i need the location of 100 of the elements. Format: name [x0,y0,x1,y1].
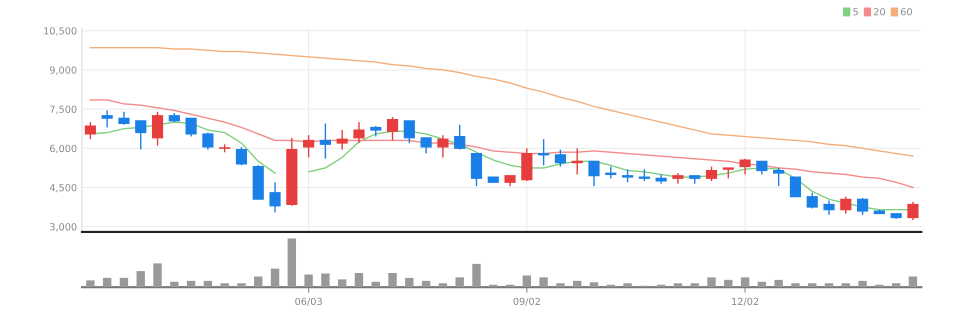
candlestick [773,167,784,187]
line-series [90,47,914,157]
x-tick-label: 09/02 [513,298,540,306]
candlestick [605,166,616,180]
candlestick [386,116,398,142]
candlestick [202,132,214,150]
candlestick [790,176,802,198]
bar [456,277,464,288]
bar [522,275,532,288]
bar [170,282,179,288]
bar [321,274,330,288]
bar [808,283,816,288]
bar [724,280,732,288]
bar [102,278,112,288]
bar [86,280,95,288]
bar [606,284,615,288]
candlestick [370,125,382,138]
bar [690,283,699,288]
candlestick [353,121,365,144]
bar [892,283,900,288]
bar [186,280,196,288]
candlestick [186,118,197,138]
candlestick [706,166,718,182]
candlestick [538,138,550,166]
candlestick [672,172,684,184]
bar [270,268,280,288]
bar [539,277,548,288]
candlestick [722,167,734,180]
candlestick [118,111,130,126]
candlestick [152,111,164,146]
bar [153,263,162,288]
bar [707,277,716,288]
bar [656,284,666,288]
bar [438,283,448,288]
candlestick [656,174,667,184]
bar [254,276,262,288]
candlestick [554,148,566,168]
bar [288,238,296,288]
bar [842,283,850,288]
bar [908,276,918,288]
y-tick-label: 6,000 [50,144,76,154]
x-tick-label: 06/03 [295,298,322,306]
y-tick-label: 3,000 [50,223,76,232]
legend-label: 20 [874,8,885,16]
bar [573,280,582,288]
bar [875,284,884,288]
y-tick-label: 7,500 [50,106,76,114]
line-series [90,99,914,188]
candlestick [823,200,835,216]
candlestick [806,192,818,210]
bar [354,273,364,288]
bar [405,278,414,288]
candlestick [622,168,634,183]
y-tick-label: 10,500 [44,27,76,36]
bar [472,264,481,288]
candlestick [454,124,466,150]
bar [304,274,313,288]
candlestick [168,112,180,123]
candlestick [638,168,650,182]
candlestick [102,110,113,128]
candlestick [236,146,248,166]
x-tick-label: 12/02 [732,298,758,306]
y-tick-label: 4,500 [50,184,76,192]
y-tick-label: 9,000 [50,66,76,75]
bar [489,284,498,288]
candlestick [336,129,348,150]
candlestick [320,122,331,160]
candlestick [437,134,448,158]
candlestick [907,201,919,221]
bar [204,280,212,288]
bar [740,277,750,288]
candlestick [84,121,96,140]
legend-label: 5 [853,8,858,16]
candlestick [588,160,600,187]
bar [388,273,397,288]
bar [758,282,766,288]
bar [372,282,380,288]
bar [858,280,867,288]
bar [422,280,430,288]
candlestick [303,134,314,158]
bar [120,278,128,288]
candlestick [857,197,868,216]
bar [623,283,632,288]
bar [506,284,514,288]
bar [556,283,565,288]
bar [774,280,783,288]
candlestick [504,175,516,187]
candlestick [135,120,146,150]
legend-label: 60 [900,8,912,16]
candlestick [404,120,415,144]
candlestick [420,137,432,154]
bar [791,283,800,288]
bar [674,283,682,288]
bar [338,279,346,288]
candlestick [739,158,751,176]
candlestick [840,196,852,214]
candlestick [756,160,768,176]
bar [220,283,229,288]
candlestick [269,182,281,214]
bar [136,271,145,288]
